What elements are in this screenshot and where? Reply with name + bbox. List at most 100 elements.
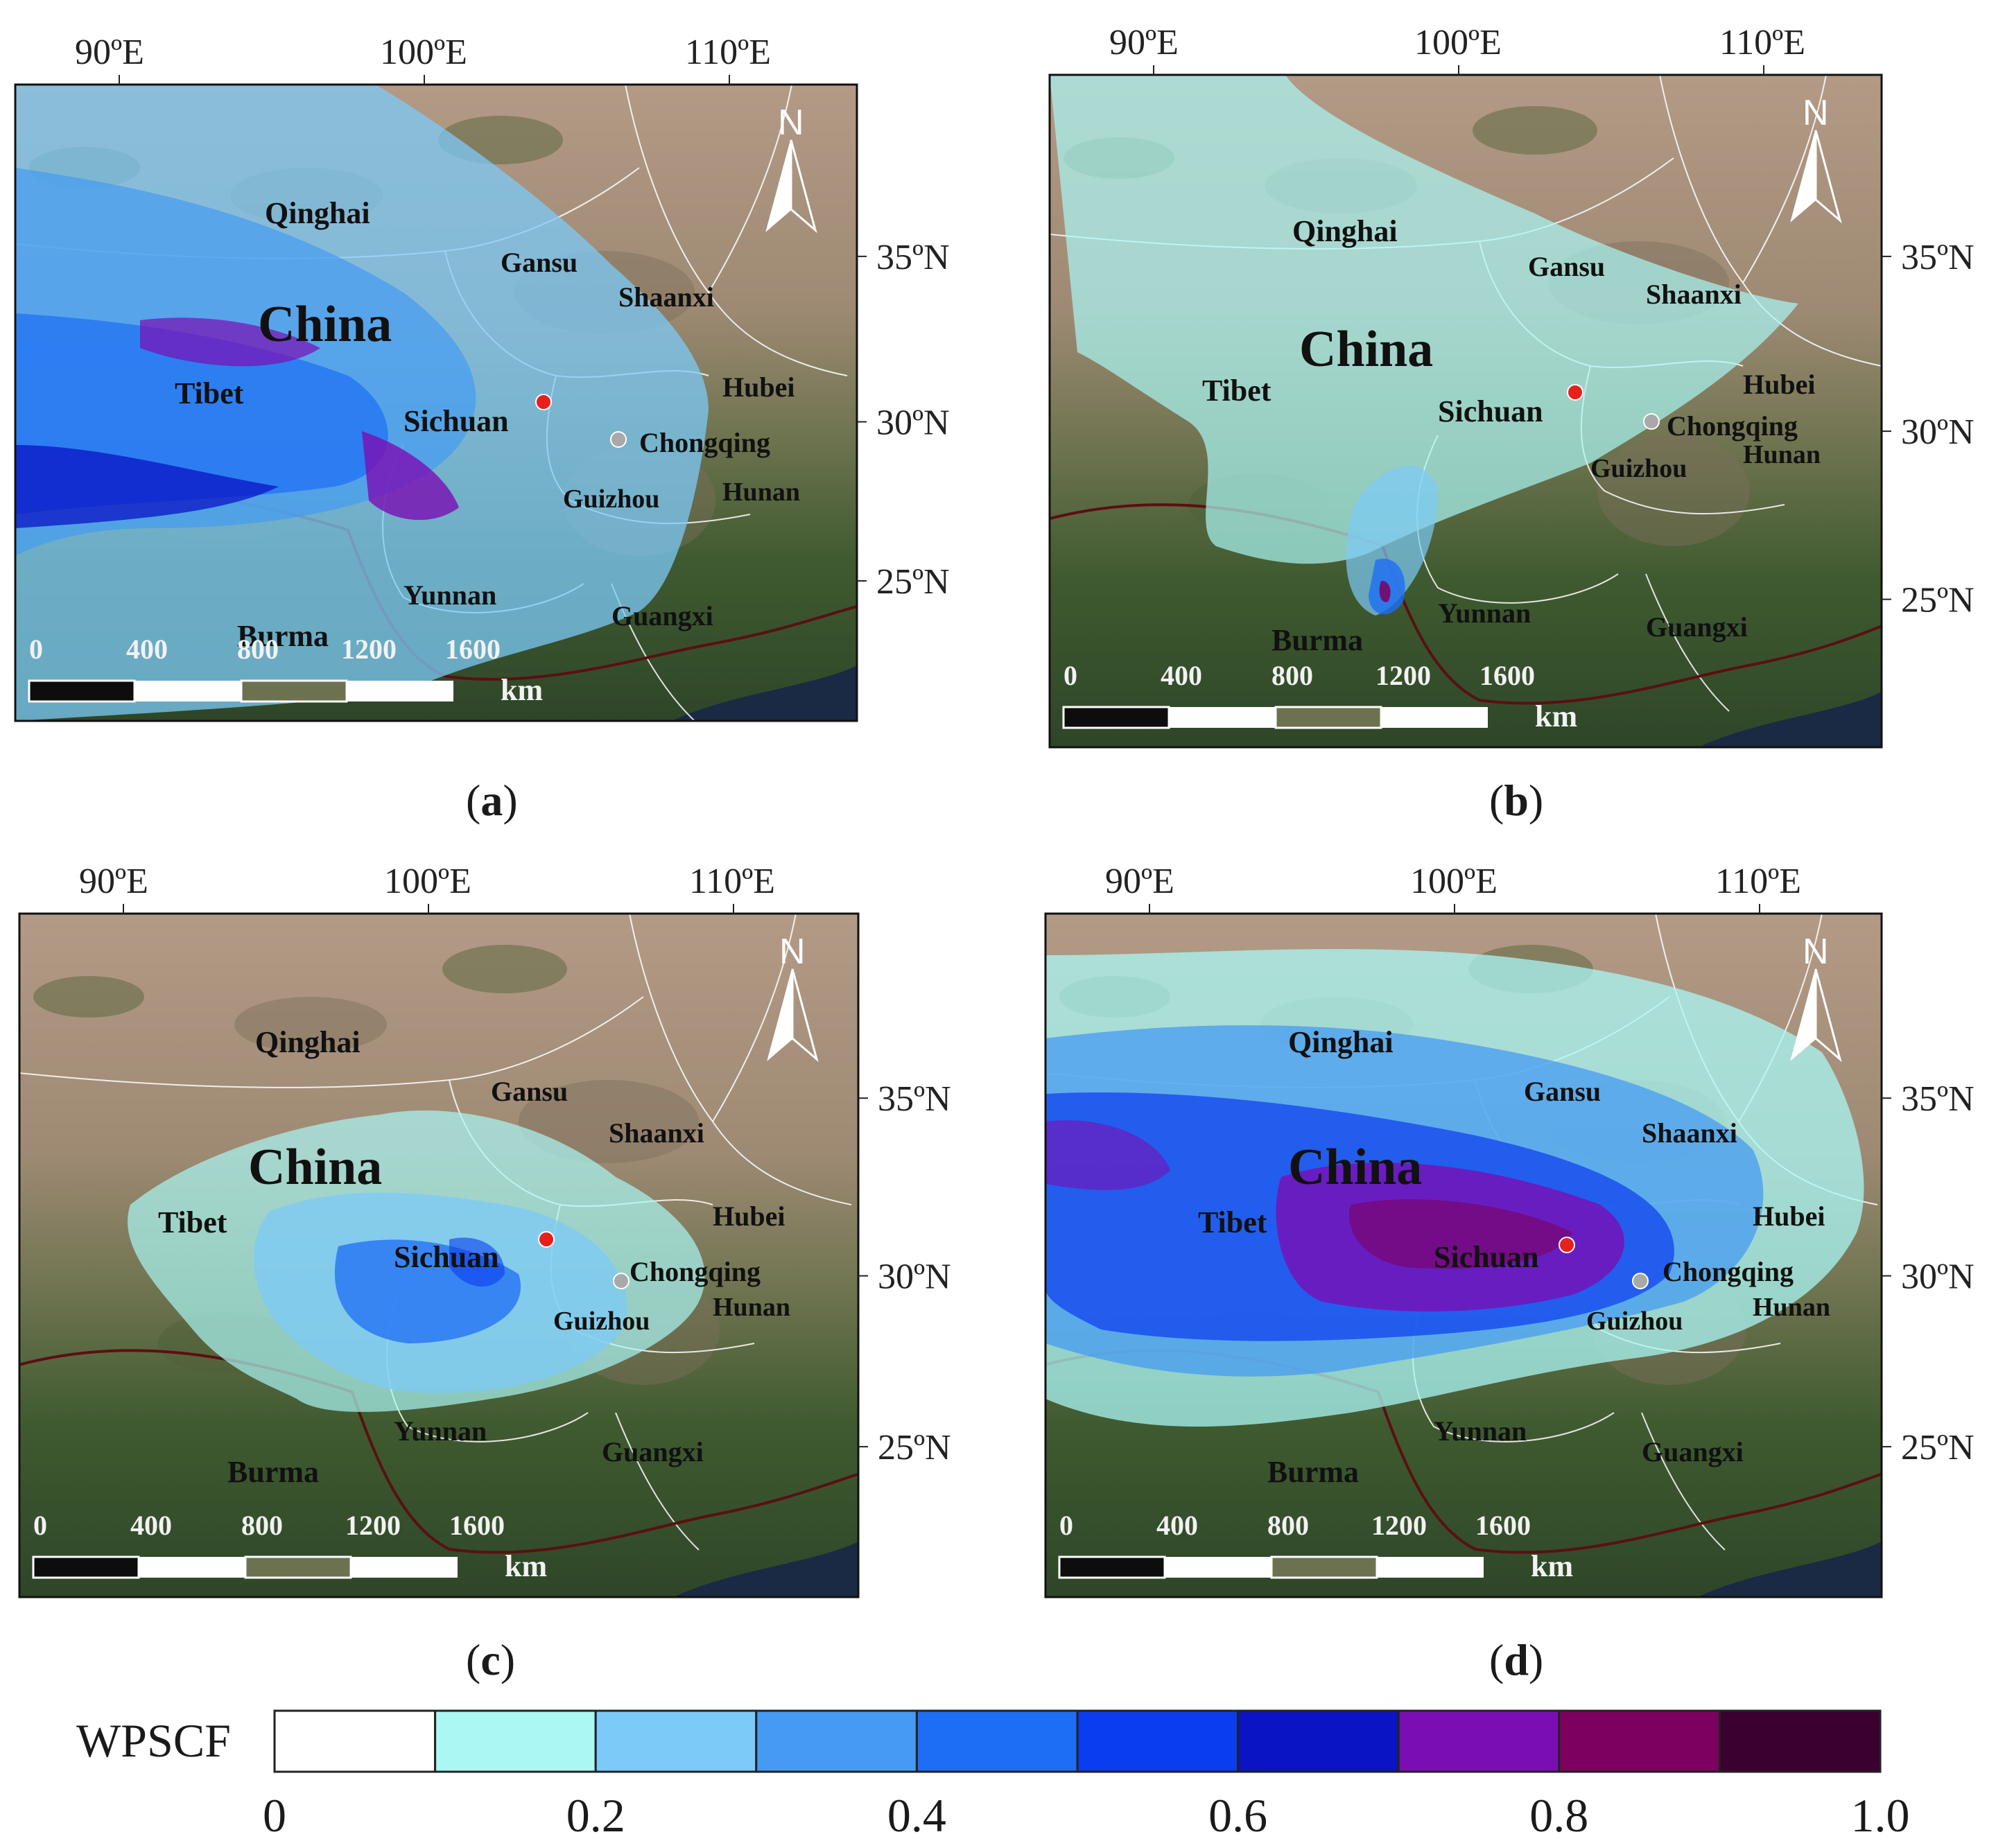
lon-tick-label: 100ºE: [1410, 862, 1498, 901]
place-label-guizhou: Guizhou: [553, 1307, 650, 1336]
scale-tick-label: 1200: [345, 1510, 401, 1541]
lat-tick-label: 30ºN: [878, 1257, 951, 1297]
place-label-chongqing: Chongqing: [1663, 1256, 1794, 1287]
place-label-guangxi: Guangxi: [1646, 611, 1748, 643]
place-label-gansu: Gansu: [1524, 1076, 1601, 1107]
receptor-site-marker: [1559, 1237, 1575, 1253]
scale-unit: km: [505, 1549, 547, 1583]
scale-tick-label: 1600: [1479, 660, 1535, 691]
place-label-qinghai: Qinghai: [1292, 214, 1398, 248]
legend-bin: [1718, 1709, 1882, 1773]
lat-tick-label: 25ºN: [878, 1428, 951, 1467]
place-label-gansu: Gansu: [501, 247, 578, 278]
map-panel-b: Qinghai Gansu Shaanxi China Tibet Sichuan Chon…: [1036, 0, 1993, 749]
north-label: N: [1803, 932, 1829, 972]
place-label-hunan: Hunan: [713, 1293, 790, 1322]
wpscf-contour: [362, 431, 459, 521]
scale-unit: km: [501, 673, 543, 707]
receptor-site-marker: [538, 1231, 555, 1248]
wpscf-contour: [1045, 1120, 1170, 1190]
lon-tick-label: 100ºE: [1414, 23, 1502, 62]
scale-tick-label: 400: [130, 1510, 172, 1541]
receptor-site-marker: [1567, 384, 1583, 401]
receptor-site-marker: [535, 394, 552, 410]
north-label: N: [779, 932, 806, 972]
scale-tick-label: 0: [29, 634, 43, 665]
lon-tick-label: 90ºE: [1109, 23, 1179, 62]
scale-tick-label: 800: [241, 1510, 283, 1541]
place-label-guizhou: Guizhou: [1586, 1307, 1683, 1336]
lat-tick-label: 25ºN: [1901, 1428, 1974, 1467]
place-label-gansu: Gansu: [1528, 251, 1605, 282]
scale-unit: km: [1535, 699, 1577, 733]
scale-tick-label: 0: [1064, 660, 1077, 691]
wpscf-contour: [1349, 1199, 1572, 1269]
map-svg-d: Qinghai Gansu Shaanxi China Tibet Sichuan Chon…: [1044, 862, 1974, 1598]
scale-tick-label: 0: [33, 1510, 47, 1541]
scale-tick-label: 800: [237, 634, 279, 665]
lon-tick-label: 100ºE: [380, 33, 467, 72]
place-label-sichuan: Sichuan: [1434, 1240, 1539, 1274]
place-label-china: China: [1299, 321, 1433, 378]
lon-tick-label: 90ºE: [75, 33, 144, 72]
wpscf-contour: [449, 1237, 505, 1287]
legend-tick-label: 0.4: [887, 1789, 946, 1842]
place-label-burma: Burma: [237, 619, 329, 653]
place-label-shaanxi: Shaanxi: [1642, 1117, 1737, 1149]
place-label-burma: Burma: [1271, 623, 1363, 657]
north-label: N: [1803, 93, 1829, 133]
lat-tick-label: 25ºN: [1901, 581, 1974, 620]
place-label-yunnan: Yunnan: [1434, 1415, 1527, 1447]
map-svg-a: Qinghai Gansu Shaanxi China Tibet Sichuan Chon…: [14, 33, 950, 722]
legend-tick-label: 0: [263, 1789, 286, 1842]
scale-tick-label: 400: [1156, 1510, 1198, 1541]
legend-bin: [1076, 1709, 1240, 1773]
place-label-guangxi: Guangxi: [602, 1436, 704, 1467]
wpscf-contour: [1379, 580, 1391, 602]
lon-tick-label: 100ºE: [384, 862, 471, 901]
place-label-hunan: Hunan: [1743, 440, 1821, 469]
scale-tick-label: 400: [1161, 660, 1202, 691]
lon-tick-label: 90ºE: [1105, 862, 1174, 901]
place-label-tibet: Tibet: [175, 376, 244, 410]
north-arrow-icon: N: [1790, 932, 1842, 1063]
place-label-hunan: Hunan: [722, 478, 800, 507]
lon-tick-label: 110ºE: [685, 33, 771, 72]
place-label-yunnan: Yunnan: [1438, 598, 1531, 629]
place-label-hubei: Hubei: [1743, 369, 1815, 400]
reference-site-marker: [1632, 1273, 1649, 1289]
place-label-sichuan: Sichuan: [1438, 394, 1543, 428]
legend-bin: [434, 1709, 597, 1773]
reference-site-marker: [613, 1273, 630, 1289]
place-label-qinghai: Qinghai: [255, 1025, 361, 1059]
lon-tick-label: 90ºE: [79, 862, 148, 901]
wpscf-contour: [1346, 465, 1438, 616]
place-label-tibet: Tibet: [1198, 1205, 1267, 1239]
place-label-china: China: [248, 1139, 382, 1196]
legend-bin: [755, 1709, 918, 1773]
caption-b: (b): [1489, 776, 1544, 825]
legend-bin: [273, 1709, 437, 1773]
legend-tick-label: 0.8: [1529, 1789, 1589, 1842]
scale-tick-label: 800: [1267, 1510, 1309, 1541]
place-label-guizhou: Guizhou: [1590, 454, 1687, 483]
map-panel-c: Qinghai Gansu Shaanxi China Tibet Sichuan Chon…: [6, 837, 969, 1598]
place-label-guangxi: Guangxi: [1642, 1436, 1744, 1467]
map-svg-c: Qinghai Gansu Shaanxi China Tibet Sichuan Chon…: [18, 862, 951, 1598]
scale-unit: km: [1531, 1549, 1573, 1583]
north-arrow-icon: N: [1790, 93, 1842, 224]
scale-tick-label: 1600: [445, 634, 501, 665]
lat-tick-label: 30ºN: [876, 403, 950, 443]
legend-bin: [1558, 1709, 1721, 1773]
legend-tick-label: 1.0: [1850, 1789, 1910, 1842]
place-label-burma: Burma: [1267, 1455, 1359, 1489]
legend-bin: [1237, 1709, 1400, 1773]
place-label-shaanxi: Shaanxi: [618, 281, 714, 313]
lat-tick-label: 35ºN: [1901, 1079, 1974, 1119]
legend-title: WPSCF: [76, 1714, 231, 1767]
wpscf-contour: [140, 317, 320, 367]
place-label-qinghai: Qinghai: [1288, 1025, 1394, 1059]
